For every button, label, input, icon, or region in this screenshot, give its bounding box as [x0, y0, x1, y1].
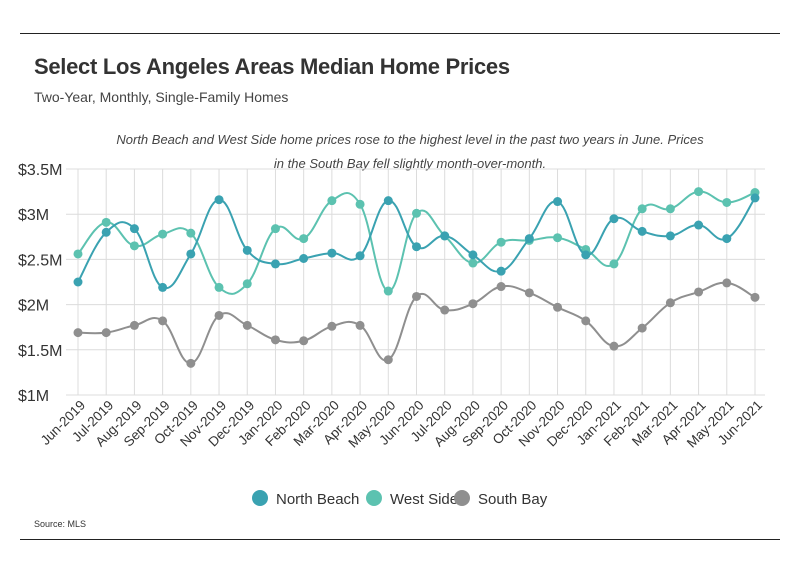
south-bay-point: [665, 298, 675, 308]
south-bay-point: [214, 310, 224, 320]
legend-label-south-bay: South Bay: [478, 491, 548, 508]
west-side-point: [355, 199, 365, 209]
north-beach-point: [750, 193, 760, 203]
north-beach-point: [468, 250, 478, 260]
y-tick-label: $2M: [18, 298, 49, 315]
top-rule: [20, 33, 780, 34]
legend-marker-south-bay: [454, 490, 470, 506]
north-beach-point: [129, 224, 139, 234]
y-tick-label: $3M: [18, 207, 49, 224]
south-bay-point: [186, 358, 196, 368]
south-bay-point: [637, 323, 647, 333]
north-beach-point: [637, 226, 647, 236]
west-side-point: [242, 279, 252, 289]
north-beach-point: [694, 220, 704, 230]
south-bay-point: [609, 341, 619, 351]
west-side-point: [694, 187, 704, 197]
west-side-point: [186, 228, 196, 238]
west-side-point: [129, 241, 139, 251]
west-side-point: [637, 204, 647, 214]
north-beach-point: [524, 234, 534, 244]
north-beach-point: [270, 259, 280, 269]
south-bay-point: [299, 336, 309, 346]
west-side-point: [73, 249, 83, 259]
west-side-point: [101, 217, 111, 227]
north-beach-point: [412, 242, 421, 252]
west-side-point: [468, 258, 478, 268]
west-side-point: [665, 204, 675, 214]
south-bay-point: [158, 316, 168, 326]
legend-marker-west-side: [366, 490, 382, 506]
bottom-rule: [20, 539, 780, 540]
south-bay-point: [355, 320, 365, 330]
y-tick-label: $1M: [18, 388, 49, 405]
chart-subtitle: Two-Year, Monthly, Single-Family Homes: [34, 89, 289, 105]
north-beach-point: [73, 277, 83, 287]
south-bay-point: [383, 355, 393, 365]
west-side-point: [609, 259, 619, 269]
north-beach-point: [553, 197, 563, 207]
north-beach-point: [665, 231, 675, 241]
north-beach-point: [158, 282, 168, 292]
chart-annotation: North Beach and West Side home prices ro…: [116, 132, 704, 171]
north-beach-point: [299, 253, 309, 263]
y-tick-label: $2.5M: [18, 252, 62, 269]
north-beach-point: [355, 251, 365, 261]
north-beach-point: [722, 234, 732, 244]
south-bay-point: [412, 291, 421, 301]
west-side-point: [412, 208, 421, 218]
north-beach-point: [496, 266, 506, 276]
south-bay-point: [468, 299, 478, 309]
north-beach-point: [383, 196, 393, 206]
north-beach-point: [242, 245, 252, 255]
north-beach-point: [609, 214, 619, 224]
south-bay-point: [722, 278, 732, 288]
legend-label-north-beach: North Beach: [276, 491, 359, 508]
north-beach-point: [214, 195, 224, 205]
south-bay-point: [101, 328, 111, 338]
legend-marker-north-beach: [252, 490, 268, 506]
north-beach-point: [581, 250, 591, 260]
y-tick-label: $3.5M: [18, 162, 62, 179]
south-bay-point: [327, 321, 337, 331]
west-side-point: [299, 234, 309, 244]
y-tick-label: $1.5M: [18, 343, 62, 360]
south-bay-point: [496, 282, 506, 292]
north-beach-point: [440, 231, 450, 241]
south-bay-point: [242, 320, 252, 330]
west-side-point: [327, 196, 337, 206]
north-beach-point: [186, 249, 196, 259]
north-beach-point: [327, 248, 337, 258]
south-bay-point: [440, 305, 450, 315]
source-note: Source: MLS: [34, 519, 87, 529]
south-bay-point: [129, 320, 139, 330]
south-bay-point: [270, 335, 280, 345]
west-side-point: [270, 224, 280, 234]
north-beach-point: [101, 227, 111, 237]
south-bay-point: [524, 288, 534, 298]
west-side-point: [722, 197, 732, 207]
south-bay-point: [73, 328, 83, 338]
legend-label-west-side: West Side: [390, 491, 458, 508]
south-bay-point: [553, 302, 563, 312]
south-bay-point: [694, 287, 704, 297]
chart-title: Select Los Angeles Areas Median Home Pri…: [34, 54, 510, 79]
west-side-point: [158, 229, 168, 239]
south-bay-point: [750, 292, 760, 302]
west-side-point: [214, 282, 224, 292]
west-side-point: [553, 233, 563, 243]
west-side-point: [496, 237, 506, 247]
south-bay-point: [581, 316, 591, 326]
west-side-point: [383, 286, 393, 296]
